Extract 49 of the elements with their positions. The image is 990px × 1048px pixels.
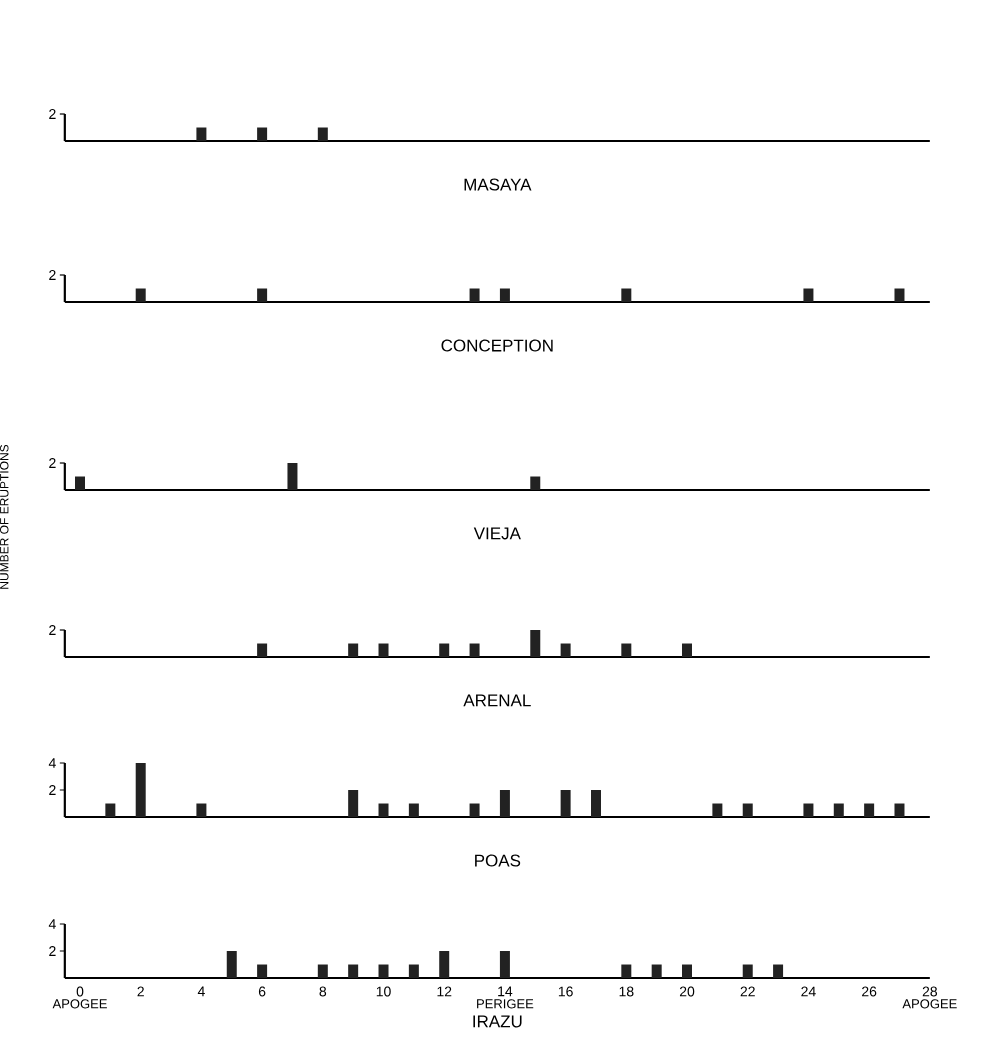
x-tick-label: 20 xyxy=(679,986,695,997)
x-tick-label: 14 xyxy=(498,986,513,997)
x-tick-label: 24 xyxy=(801,986,816,997)
bar xyxy=(196,803,207,818)
bar xyxy=(742,803,753,818)
text: CONCEPTION xyxy=(441,339,553,352)
text: VIEJA xyxy=(473,527,521,540)
x-tick-label: 10 xyxy=(376,986,391,997)
x-tick-label: 8 xyxy=(319,986,327,997)
x-tick-label: 16 xyxy=(558,986,573,997)
y-tick-label: 2 xyxy=(49,109,56,119)
bar xyxy=(408,803,419,818)
text: PERIGEE xyxy=(477,999,534,1009)
bar xyxy=(469,803,480,818)
bar xyxy=(105,803,116,818)
y-tick-label: 2 xyxy=(49,625,56,635)
x-tick-label: 4 xyxy=(197,986,205,997)
bar xyxy=(894,803,905,818)
bar xyxy=(590,790,601,818)
y-tick-label: 2 xyxy=(49,946,56,956)
bar xyxy=(348,790,359,818)
x-tick-label: 18 xyxy=(619,986,634,997)
x-tick-label: 0 xyxy=(76,986,84,997)
text: APOGEE xyxy=(52,999,107,1009)
text: POAS xyxy=(475,854,521,867)
bar xyxy=(833,803,844,818)
x-tick-label: 6 xyxy=(258,986,266,997)
y-tick-label: 4 xyxy=(48,919,56,929)
bar xyxy=(378,803,389,818)
y-tick-label: 2 xyxy=(49,270,56,280)
x-tick-label: 12 xyxy=(437,986,452,997)
x-tick-label: 26 xyxy=(862,986,877,997)
bar xyxy=(560,790,571,818)
text: IRAZU xyxy=(473,1015,522,1028)
bar xyxy=(135,763,146,818)
y-tick-label: 2 xyxy=(49,458,56,468)
bar xyxy=(864,803,875,818)
text: APOGEE xyxy=(902,999,957,1009)
y-axis-title: NUMBER OF ERUPTIONS xyxy=(0,444,9,589)
bar xyxy=(499,790,510,818)
x-tick-label: 22 xyxy=(740,986,755,997)
text: ARENAL xyxy=(463,694,531,707)
x-tick-label: 2 xyxy=(137,986,144,997)
x-tick-label: 28 xyxy=(922,986,938,997)
y-tick-label: 4 xyxy=(48,758,56,768)
text: MASAYA xyxy=(464,178,532,191)
y-tick-label: 2 xyxy=(49,785,56,795)
bar xyxy=(803,803,814,818)
bar xyxy=(712,803,723,818)
